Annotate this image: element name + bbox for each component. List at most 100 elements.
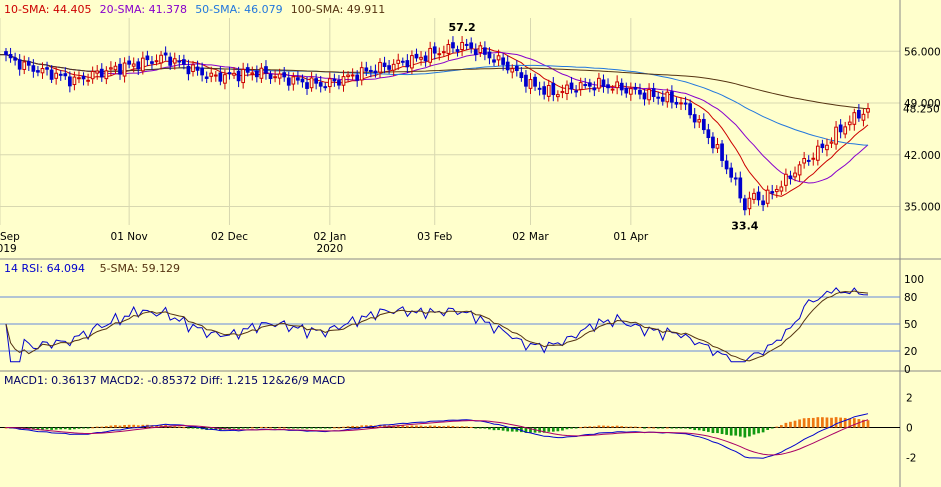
candlestick — [861, 108, 866, 127]
macd-histogram-bar — [807, 418, 811, 428]
candle-body — [291, 76, 296, 85]
macd-histogram-bar — [45, 427, 49, 430]
macd-histogram-bar — [757, 427, 760, 434]
candle-body — [63, 73, 68, 77]
candlestick — [784, 168, 788, 192]
macd-histogram-bar — [702, 427, 706, 432]
macd-histogram-bar — [647, 427, 651, 429]
candle-body — [738, 177, 743, 199]
macd-histogram-bar — [273, 427, 277, 429]
candle-body — [414, 53, 419, 59]
candle-body — [784, 173, 788, 186]
candle-body — [72, 76, 77, 86]
macd-histogram-bar — [761, 427, 765, 433]
date-tick-label: 02 Mar — [512, 231, 549, 243]
macd-histogram-bar — [670, 427, 674, 429]
macd-histogram-bar — [720, 427, 724, 435]
candlestick — [387, 59, 391, 74]
candlestick — [665, 88, 670, 108]
candlestick — [533, 73, 537, 91]
candlestick — [825, 138, 829, 157]
candlestick — [22, 55, 27, 75]
macd-histogram-bar — [848, 418, 852, 428]
candle-body — [218, 72, 223, 82]
candlestick — [697, 115, 702, 128]
candle-body — [286, 77, 291, 86]
macd-histogram-bar — [260, 426, 263, 428]
candlestick — [852, 108, 857, 131]
rsi-tick-label: 50 — [904, 319, 917, 331]
candlestick — [615, 75, 620, 95]
candle-body — [779, 186, 784, 192]
candlestick — [706, 123, 711, 145]
candlestick — [857, 104, 861, 122]
candlestick — [834, 121, 838, 150]
candlestick — [578, 77, 583, 96]
candle-body — [332, 78, 337, 82]
candle-body — [656, 96, 661, 99]
candle-body — [268, 74, 273, 80]
macd-histogram-bar — [264, 426, 268, 428]
candle-body — [410, 55, 414, 69]
candle-body — [487, 51, 492, 59]
candle-body — [109, 67, 113, 70]
macd-histogram-bar — [460, 426, 464, 428]
date-tick-year: 2019 — [0, 243, 17, 255]
candle-body — [574, 90, 578, 93]
macd-histogram-bar — [428, 425, 432, 428]
candlestick — [250, 66, 255, 81]
macd-tick-label: 2 — [906, 393, 913, 405]
candlestick — [58, 70, 63, 81]
macd-histogram-bar — [565, 427, 569, 430]
macd-histogram-bar — [620, 426, 624, 428]
candle-body — [423, 55, 428, 62]
candle-body — [400, 60, 405, 63]
macd-histogram-bar — [255, 427, 259, 429]
candlestick — [642, 88, 647, 106]
macd-histogram-bar — [310, 427, 313, 429]
candlestick — [264, 60, 268, 80]
candle-body — [852, 112, 857, 125]
date-tick-year: 2020 — [316, 243, 343, 255]
macd-histogram-bar — [652, 427, 656, 429]
macd-histogram-bar — [424, 426, 427, 428]
candle-body — [145, 55, 150, 61]
candlestick — [318, 75, 323, 93]
candlestick — [556, 90, 560, 102]
candlestick — [647, 83, 651, 105]
candle-body — [341, 76, 346, 86]
candlestick — [505, 55, 510, 74]
candle-body — [624, 88, 629, 94]
candlestick — [765, 185, 770, 208]
macd-histogram-bar — [41, 427, 44, 430]
candle-body — [715, 144, 720, 149]
candlestick — [574, 85, 578, 98]
macd-histogram-bar — [241, 427, 245, 429]
macd-histogram-bar — [451, 425, 455, 428]
macd-histogram-bar — [291, 427, 295, 429]
candlestick — [701, 113, 706, 134]
candle-body — [254, 70, 259, 78]
candlestick — [72, 71, 77, 91]
macd-histogram-bar — [665, 427, 669, 429]
candle-body — [806, 159, 811, 162]
macd-histogram-bar — [738, 427, 742, 437]
candle-body — [172, 58, 177, 64]
rsi-tick-label: 80 — [904, 292, 917, 304]
candle-body — [182, 59, 186, 65]
candlestick — [77, 71, 81, 84]
macd-histogram-bar — [697, 427, 701, 431]
candlestick — [373, 64, 378, 78]
candle-body — [296, 77, 300, 81]
candlestick — [866, 103, 870, 119]
macd-histogram-bar — [524, 427, 528, 433]
candlestick — [254, 65, 259, 83]
candlestick — [619, 78, 624, 96]
macd-histogram-bar — [643, 427, 646, 429]
candle-body — [829, 141, 834, 144]
candlestick — [628, 82, 633, 101]
macd-histogram-bar — [629, 426, 633, 428]
candlestick — [118, 58, 122, 80]
candlestick — [487, 47, 492, 65]
macd-histogram-bar — [748, 427, 751, 437]
